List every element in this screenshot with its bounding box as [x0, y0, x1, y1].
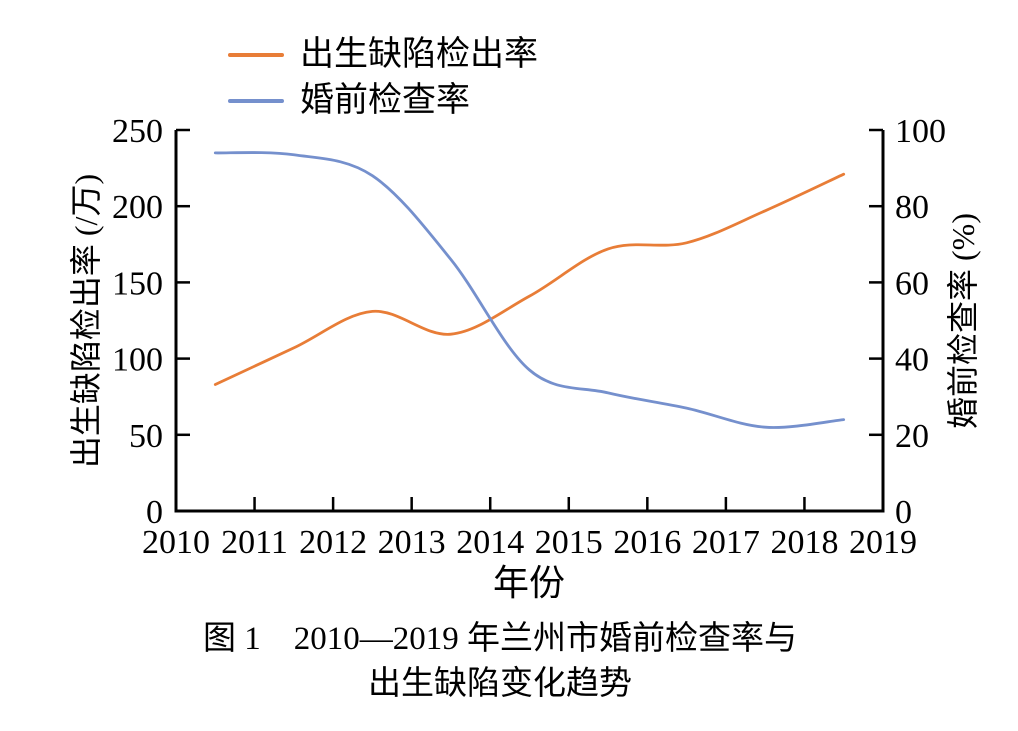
left-axis-tick-label: 150	[112, 265, 163, 302]
legend-line-swatch-orange	[228, 53, 284, 57]
legend-label-premarital: 婚前检查率	[300, 82, 470, 119]
left-axis-tick-label: 200	[112, 189, 163, 226]
series-curve-0	[213, 172, 846, 386]
right-axis-tick-label: 40	[895, 342, 929, 379]
right-axis-tick-label: 80	[895, 189, 929, 226]
right-axis-tick-label: 60	[895, 265, 929, 302]
left-axis-tick-label: 250	[112, 113, 163, 150]
x-axis-tick-label: 2010	[142, 524, 210, 561]
legend-item-premarital: 婚前检查率	[228, 78, 538, 124]
x-axis-tick-label: 2017	[692, 524, 760, 561]
x-axis-tick-label: 2014	[456, 524, 524, 561]
figure-caption: 图 1 2010—2019 年兰州市婚前检查率与 出生缺陷变化趋势	[0, 617, 1000, 707]
left-axis-tick-label: 0	[146, 494, 163, 531]
right-axis-tick-label: 100	[895, 113, 946, 150]
right-axis-tick-label: 20	[895, 418, 929, 455]
series-curve-1	[213, 151, 846, 429]
caption-line-1: 图 1 2010—2019 年兰州市婚前检查率与	[203, 621, 797, 657]
legend-item-birth-defect: 出生缺陷检出率	[228, 32, 538, 78]
left-axis-tick-label: 50	[129, 418, 163, 455]
legend-line-swatch-blue	[228, 99, 284, 103]
x-axis-tick-label: 2011	[221, 524, 288, 561]
legend-label-birth-defect: 出生缺陷检出率	[300, 36, 538, 73]
x-axis-tick-label: 2019	[849, 524, 917, 561]
x-axis-tick-label: 2015	[535, 524, 603, 561]
x-axis-tick-label: 2016	[613, 524, 681, 561]
x-axis-tick-label: 2018	[770, 524, 838, 561]
caption-line-2: 出生缺陷变化趋势	[368, 666, 632, 702]
left-axis-tick-label: 100	[112, 342, 163, 379]
x-axis-tick-label: 2013	[378, 524, 446, 561]
left-axis-title: 出生缺陷检出率 (/万)	[68, 173, 104, 469]
legend: 出生缺陷检出率 婚前检查率	[228, 32, 538, 124]
right-axis-tick-label: 0	[895, 494, 912, 531]
x-axis-tick-label: 2012	[299, 524, 367, 561]
x-axis-title: 年份	[492, 563, 566, 603]
axis-spines	[174, 130, 885, 513]
right-axis-title: 婚前检查率 (%)	[945, 213, 981, 429]
